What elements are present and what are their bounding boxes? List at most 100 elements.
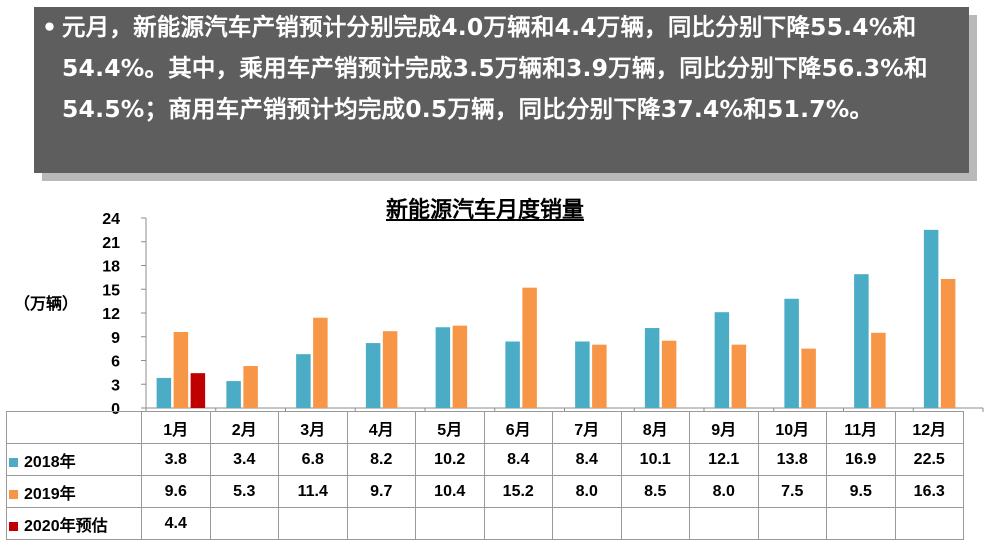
series-name: 2019年	[24, 485, 76, 503]
x-tick-label: 8月	[620, 411, 690, 444]
data-label: 16.9	[826, 443, 896, 476]
data-label: 3.8	[141, 443, 211, 476]
bar-12月-2019年	[940, 278, 956, 408]
y-tick-label: 24	[102, 211, 120, 228]
x-tick-label: 12月	[894, 411, 964, 444]
legend-swatch	[9, 489, 18, 499]
data-label: 10.2	[415, 443, 485, 476]
x-tick-label: 9月	[689, 411, 759, 444]
y-tick-label: 6	[111, 354, 120, 371]
x-tick-label: 4月	[346, 411, 416, 444]
data-label: 9.5	[826, 475, 896, 508]
legend-entry: 2018年	[6, 443, 142, 476]
data-label	[552, 507, 622, 540]
data-label: 9.7	[346, 475, 416, 508]
table-row: 2019年 9.6 5.3 11.4 9.7 10.4 15.2 8.0 8.5 8.0 7.5 9.…	[6, 475, 964, 508]
data-label: 10.4	[415, 475, 485, 508]
table-row: 2018年 3.8 3.4 6.8 8.2 10.2 8.4 8.4 10.1 12.1 13.8 1…	[6, 443, 964, 476]
table-corner-cell	[6, 411, 142, 444]
data-label: 8.4	[483, 443, 553, 476]
data-label: 5.3	[209, 475, 279, 508]
x-tick-label: 2月	[209, 411, 279, 444]
bar-3月-2018年	[296, 354, 311, 408]
data-label: 15.2	[483, 475, 553, 508]
bar-11月-2019年	[871, 332, 886, 408]
x-tick-label: 11月	[826, 411, 896, 444]
bar-5月-2019年	[452, 325, 468, 408]
data-label	[689, 507, 759, 540]
y-tick-label: 0	[111, 401, 120, 418]
legend-entry: 2019年	[6, 475, 142, 508]
bar-12月-2018年	[923, 229, 939, 408]
data-label	[483, 507, 553, 540]
bar-6月-2019年	[522, 287, 537, 408]
x-tick-label: 6月	[483, 411, 553, 444]
data-label	[415, 507, 485, 540]
y-tick-label: 12	[102, 306, 120, 323]
bar-3月-2019年	[313, 317, 328, 408]
bar-8月-2018年	[644, 328, 660, 408]
data-label: 11.4	[278, 475, 348, 508]
bar-4月-2019年	[382, 331, 398, 408]
bar-9月-2018年	[714, 312, 730, 408]
data-label: 16.3	[894, 475, 964, 508]
bar-1月-2020年预估	[190, 373, 206, 408]
bar-2月-2018年	[226, 381, 241, 408]
data-label	[209, 507, 279, 540]
bar-11月-2018年	[854, 274, 869, 408]
y-tick-label: 18	[102, 259, 120, 276]
bar-10月-2019年	[801, 348, 816, 408]
bar-7月-2018年	[575, 341, 590, 408]
chart-title: 新能源汽车月度销量	[385, 198, 584, 223]
data-label: 13.8	[757, 443, 827, 476]
data-label: 8.5	[620, 475, 690, 508]
data-label	[826, 507, 896, 540]
x-tick-label: 10月	[757, 411, 827, 444]
bar-8月-2019年	[661, 340, 677, 408]
data-label: 4.4	[141, 507, 211, 540]
data-label: 12.1	[689, 443, 759, 476]
bar-1月-2018年	[156, 377, 172, 408]
x-tick-label: 3月	[278, 411, 348, 444]
x-tick-label: 1月	[141, 411, 211, 444]
legend-entry: 2020年预估	[6, 507, 142, 540]
x-tick-label: 5月	[415, 411, 485, 444]
bar-10月-2018年	[784, 298, 799, 408]
legend-swatch	[9, 521, 18, 531]
series-name: 2020年预估	[24, 517, 108, 535]
y-tick-label: 9	[111, 330, 120, 347]
data-label: 22.5	[894, 443, 964, 476]
bar-7月-2019年	[592, 344, 607, 408]
x-tick-label: 7月	[552, 411, 622, 444]
data-label: 3.4	[209, 443, 279, 476]
bar-1月-2019年	[173, 332, 189, 408]
bar-2月-2019年	[243, 366, 258, 408]
y-tick-label: 3	[111, 377, 120, 394]
data-label: 8.0	[689, 475, 759, 508]
legend-swatch	[9, 457, 18, 467]
y-axis-unit-label: （万辆）	[14, 294, 79, 313]
data-label	[757, 507, 827, 540]
data-label: 8.2	[346, 443, 416, 476]
y-tick-label: 15	[102, 282, 120, 299]
table-header-row: 1月 2月 3月 4月 5月 6月 7月 8月 9月 10月 11月 12月	[6, 411, 964, 444]
table-row: 2020年预估 4.4	[6, 507, 964, 540]
data-label: 8.0	[552, 475, 622, 508]
data-label: 6.8	[278, 443, 348, 476]
summary-text: 元月，新能源汽车产销预计分别完成4.0万辆和4.4万辆，同比分别下降55.4%和…	[62, 13, 928, 123]
bar-6月-2018年	[505, 341, 520, 408]
data-label: 9.6	[141, 475, 211, 508]
data-label	[894, 507, 964, 540]
series-name: 2018年	[24, 453, 76, 471]
data-label	[346, 507, 416, 540]
bar-9月-2019年	[731, 344, 747, 408]
summary-banner: • 元月，新能源汽车产销预计分别完成4.0万辆和4.4万辆，同比分别下降55.4…	[34, 7, 969, 173]
data-label: 7.5	[757, 475, 827, 508]
data-label: 10.1	[620, 443, 690, 476]
bar-5月-2018年	[435, 327, 451, 408]
data-label	[278, 507, 348, 540]
y-tick-label: 21	[102, 235, 120, 252]
data-table: 1月 2月 3月 4月 5月 6月 7月 8月 9月 10月 11月 12月 2018年 3.8 3.4 6.…	[6, 411, 964, 540]
bullet-point: •	[42, 13, 58, 41]
